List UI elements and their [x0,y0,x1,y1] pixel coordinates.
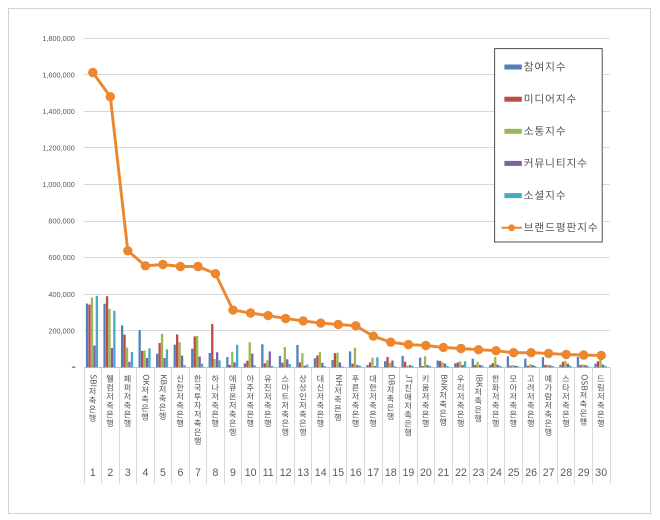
svg-text:8: 8 [213,467,219,479]
svg-text:1: 1 [90,467,96,479]
svg-text:600,000: 600,000 [48,253,74,262]
svg-text:800,000: 800,000 [48,217,74,226]
svg-text:200,000: 200,000 [48,326,74,335]
svg-text:27: 27 [543,467,555,479]
svg-text:23: 23 [473,467,485,479]
svg-text:24: 24 [490,467,502,479]
svg-text:4: 4 [142,467,148,479]
svg-text:17: 17 [367,467,379,479]
svg-text:26: 26 [525,467,537,479]
svg-text:21: 21 [438,467,450,479]
svg-text:19: 19 [403,467,415,479]
svg-text:12: 12 [280,467,292,479]
svg-text:13: 13 [297,467,309,479]
svg-text:11: 11 [263,467,274,479]
svg-text:29: 29 [578,467,590,479]
svg-text:15: 15 [332,467,344,479]
svg-text:25: 25 [508,467,520,479]
svg-text:22: 22 [455,467,467,479]
svg-text:18: 18 [385,467,397,479]
svg-text:14: 14 [315,467,327,479]
svg-text:28: 28 [560,467,572,479]
svg-text:7: 7 [195,467,201,479]
svg-text:3: 3 [125,467,131,479]
svg-text:1,200,000: 1,200,000 [42,144,74,153]
svg-text:1,600,000: 1,600,000 [42,70,74,79]
svg-text:2: 2 [107,467,113,479]
svg-text:9: 9 [230,467,236,479]
svg-text:16: 16 [350,467,362,479]
svg-text:400,000: 400,000 [48,290,74,299]
svg-text:20: 20 [420,467,432,479]
svg-text:30: 30 [595,467,607,479]
svg-text:1,000,000: 1,000,000 [42,180,74,189]
svg-text:1,400,000: 1,400,000 [42,107,74,116]
svg-text:1,800,000: 1,800,000 [42,34,74,43]
svg-text:10: 10 [245,467,257,479]
svg-text:6: 6 [177,467,183,479]
svg-text:5: 5 [160,467,166,479]
